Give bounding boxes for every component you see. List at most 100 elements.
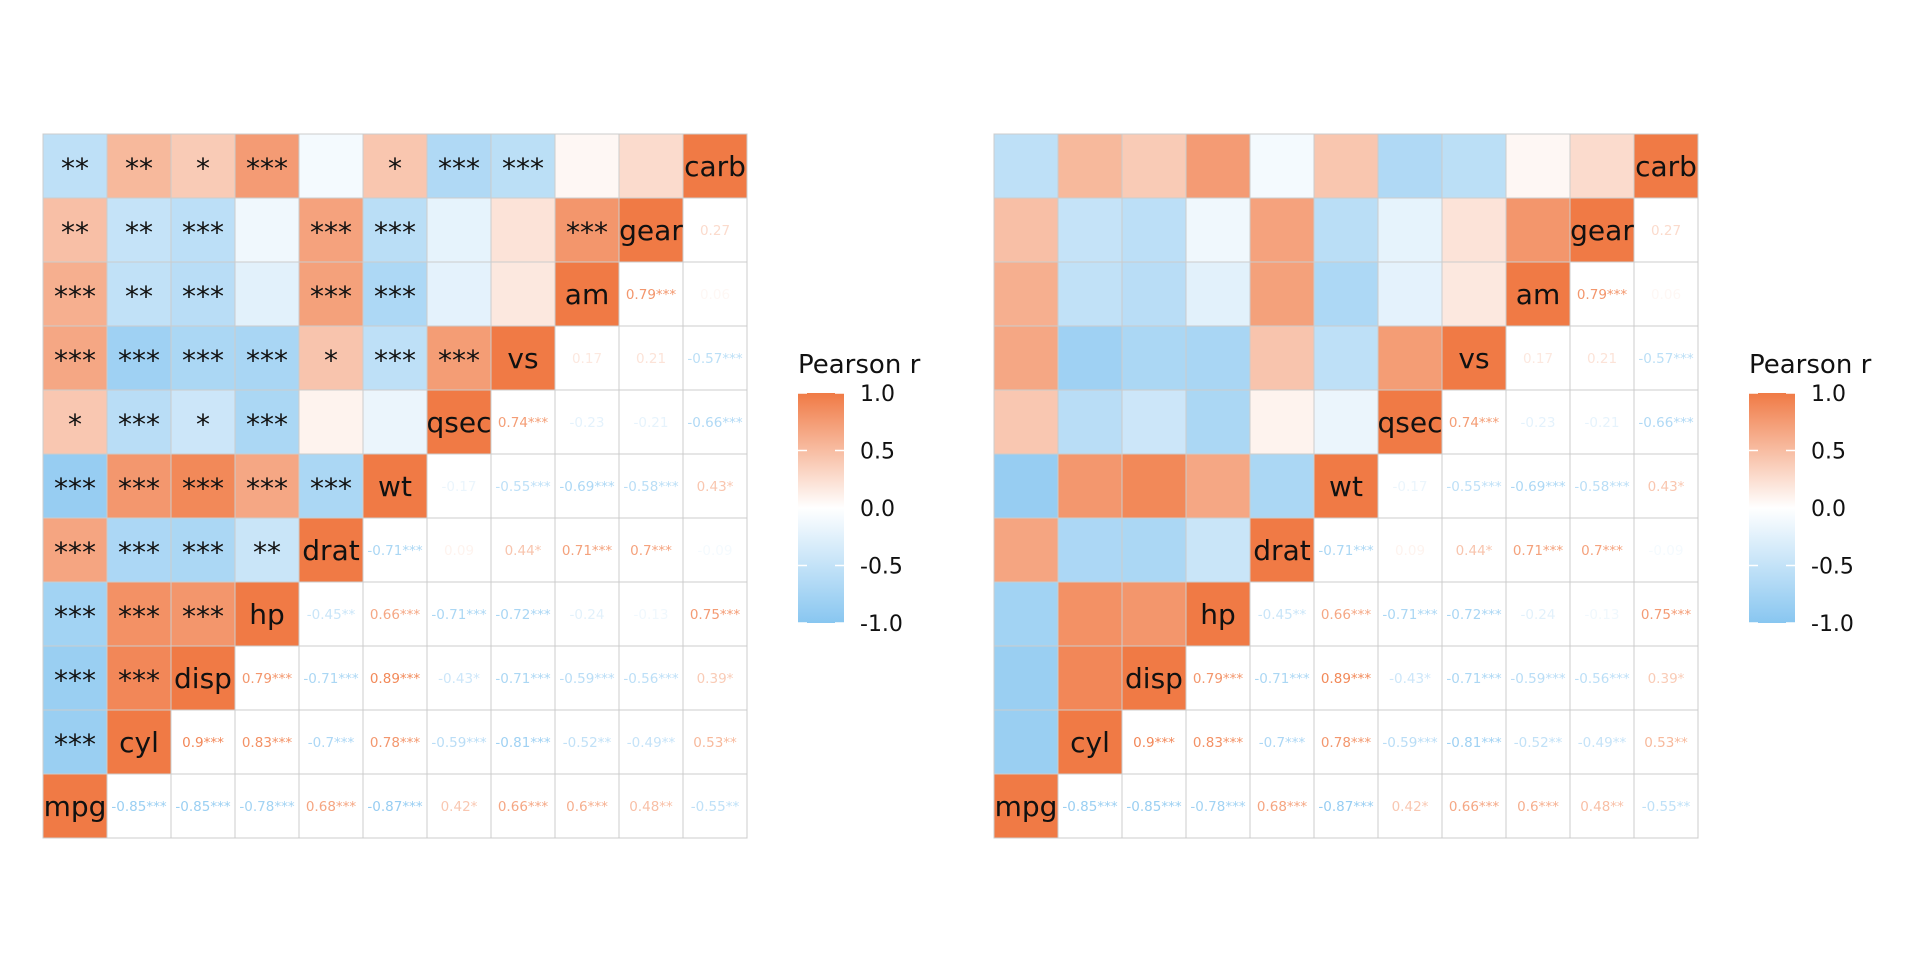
heatmap-cell-am-hp bbox=[1185, 261, 1251, 327]
correlation-label-mpg-cyl: -0.85*** bbox=[111, 799, 166, 815]
diagonal-label-carb: carb bbox=[1635, 150, 1697, 183]
heatmap-cell-drat-vs bbox=[1441, 517, 1507, 583]
diagonal-label-hp: hp bbox=[249, 598, 285, 631]
diagonal-label-wt: wt bbox=[378, 470, 412, 503]
significance-stars-cyl-mpg: *** bbox=[54, 728, 96, 761]
diagonal-label-carb: carb bbox=[684, 150, 746, 183]
heatmap-cell-carb-gear bbox=[618, 133, 684, 199]
heatmap-cell-wt-am bbox=[1505, 453, 1571, 519]
correlation-label-wt-gear: -0.58*** bbox=[1574, 479, 1629, 495]
heatmap-cell-am-disp bbox=[1121, 261, 1187, 327]
correlation-label-disp-gear: -0.56*** bbox=[1574, 671, 1629, 687]
correlation-label-cyl-disp: 0.9*** bbox=[1133, 735, 1175, 751]
heatmap-cell-vs-gear bbox=[1569, 325, 1635, 391]
heatmap-cell-carb-disp bbox=[170, 133, 236, 199]
correlation-label-hp-drat: -0.45** bbox=[307, 607, 356, 623]
diagonal-label-drat: drat bbox=[302, 534, 359, 567]
correlation-label-hp-am: -0.24 bbox=[570, 607, 605, 623]
heatmap-cell-cyl-qsec bbox=[1377, 709, 1443, 775]
correlation-label-hp-qsec: -0.71*** bbox=[431, 607, 486, 623]
correlation-label-disp-am: -0.59*** bbox=[1510, 671, 1565, 687]
heatmap-cell-vs-wt bbox=[362, 325, 428, 391]
correlation-label-vs-carb: -0.57*** bbox=[687, 351, 742, 367]
correlation-label-drat-qsec: 0.09 bbox=[444, 543, 474, 559]
correlation-label-wt-vs: -0.55*** bbox=[1446, 479, 1501, 495]
heatmap-cell-carb-hp bbox=[1185, 133, 1251, 199]
heatmap-cell-vs-hp bbox=[1185, 325, 1251, 391]
heatmap-cell-hp-vs bbox=[1441, 581, 1507, 647]
heatmap-cell-carb-disp bbox=[1121, 133, 1187, 199]
heatmap-cell-am-mpg bbox=[42, 261, 108, 327]
correlation-label-cyl-carb: 0.53** bbox=[693, 735, 737, 751]
legend-tick-label: -0.5 bbox=[1811, 555, 1854, 580]
significance-stars-gear-disp: *** bbox=[182, 216, 224, 249]
heatmap-panel-left: mpg -0.85*** -0.85*** -0.78*** 0.68*** -0.87*… bbox=[42, 133, 921, 839]
heatmap-cell-vs-wt bbox=[1313, 325, 1379, 391]
heatmap-cell-hp-disp bbox=[170, 581, 236, 647]
heatmap-cell-gear-am bbox=[1505, 197, 1571, 263]
legend-title: Pearson r bbox=[798, 350, 921, 380]
heatmap-cell-drat-carb bbox=[1633, 517, 1699, 583]
correlation-label-am-gear: 0.79*** bbox=[1577, 287, 1628, 303]
heatmap-cell-hp-qsec bbox=[426, 581, 492, 647]
heatmap-cell-drat-am bbox=[554, 517, 620, 583]
correlation-label-mpg-gear: 0.48** bbox=[1580, 799, 1624, 815]
heatmap-cell-wt-vs bbox=[1441, 453, 1507, 519]
correlation-label-mpg-gear: 0.48** bbox=[629, 799, 673, 815]
correlation-label-cyl-hp: 0.83*** bbox=[1193, 735, 1244, 751]
significance-stars-am-wt: *** bbox=[374, 280, 416, 313]
heatmap-cell-am-disp bbox=[170, 261, 236, 327]
significance-stars-carb-disp: * bbox=[196, 152, 210, 185]
heatmap-cell-mpg-drat bbox=[298, 773, 364, 839]
correlation-label-mpg-hp: -0.78*** bbox=[239, 799, 294, 815]
heatmap-cell-drat-drat bbox=[298, 517, 364, 583]
heatmap-cell-carb-am bbox=[1505, 133, 1571, 199]
correlation-label-mpg-vs: 0.66*** bbox=[1449, 799, 1500, 815]
diagonal-label-mpg: mpg bbox=[44, 790, 107, 823]
significance-stars-carb-wt: * bbox=[388, 152, 402, 185]
diagonal-label-qsec: qsec bbox=[427, 406, 492, 439]
heatmap-cell-drat-carb bbox=[682, 517, 748, 583]
correlation-label-disp-vs: -0.71*** bbox=[495, 671, 550, 687]
heatmap-cell-wt-disp bbox=[170, 453, 236, 519]
heatmap-cell-mpg-qsec bbox=[1377, 773, 1443, 839]
heatmap-cell-vs-carb bbox=[1633, 325, 1699, 391]
heatmap-cell-qsec-am bbox=[1505, 389, 1571, 455]
correlation-label-cyl-qsec: -0.59*** bbox=[431, 735, 486, 751]
correlation-label-cyl-hp: 0.83*** bbox=[242, 735, 293, 751]
heatmap-cell-hp-cyl bbox=[1057, 581, 1123, 647]
heatmap-cell-vs-mpg bbox=[42, 325, 108, 391]
correlation-label-disp-carb: 0.39* bbox=[697, 671, 734, 687]
correlation-label-am-gear: 0.79*** bbox=[626, 287, 677, 303]
correlation-label-disp-carb: 0.39* bbox=[1648, 671, 1685, 687]
heatmap-cell-hp-wt bbox=[1313, 581, 1379, 647]
correlation-label-cyl-gear: -0.49** bbox=[627, 735, 676, 751]
heatmap-cell-drat-disp bbox=[170, 517, 236, 583]
diagonal-label-gear: gear bbox=[1570, 214, 1634, 247]
legend-tick-label: -0.5 bbox=[860, 555, 903, 580]
heatmap-cell-qsec-cyl bbox=[1057, 389, 1123, 455]
significance-stars-drat-mpg: *** bbox=[54, 536, 96, 569]
correlation-label-mpg-carb: -0.55** bbox=[1642, 799, 1691, 815]
correlation-label-cyl-vs: -0.81*** bbox=[1446, 735, 1501, 751]
heatmap-cell-carb-qsec bbox=[426, 133, 492, 199]
correlation-label-mpg-wt: -0.87*** bbox=[1318, 799, 1373, 815]
correlation-label-disp-drat: -0.71*** bbox=[1254, 671, 1309, 687]
correlation-label-qsec-vs: 0.74*** bbox=[1449, 415, 1500, 431]
diagonal-label-drat: drat bbox=[1253, 534, 1310, 567]
heatmap-cell-carb-carb bbox=[682, 133, 748, 199]
correlation-label-mpg-drat: 0.68*** bbox=[1257, 799, 1308, 815]
heatmap-cell-wt-cyl bbox=[1057, 453, 1123, 519]
significance-stars-gear-wt: *** bbox=[374, 216, 416, 249]
correlation-label-mpg-hp: -0.78*** bbox=[1190, 799, 1245, 815]
correlation-label-mpg-disp: -0.85*** bbox=[1126, 799, 1181, 815]
heatmap-cell-gear-vs bbox=[490, 197, 556, 263]
correlation-label-qsec-gear: -0.21 bbox=[634, 415, 669, 431]
heatmap-cell-am-carb bbox=[1633, 261, 1699, 327]
heatmap-cell-qsec-cyl bbox=[106, 389, 172, 455]
legend-tick-label: 0.5 bbox=[1811, 440, 1846, 465]
diagonal-label-disp: disp bbox=[1125, 662, 1183, 695]
heatmap-cell-disp-wt bbox=[362, 645, 428, 711]
heatmap-cell-wt-disp bbox=[1121, 453, 1187, 519]
heatmap-cell-cyl-vs bbox=[490, 709, 556, 775]
